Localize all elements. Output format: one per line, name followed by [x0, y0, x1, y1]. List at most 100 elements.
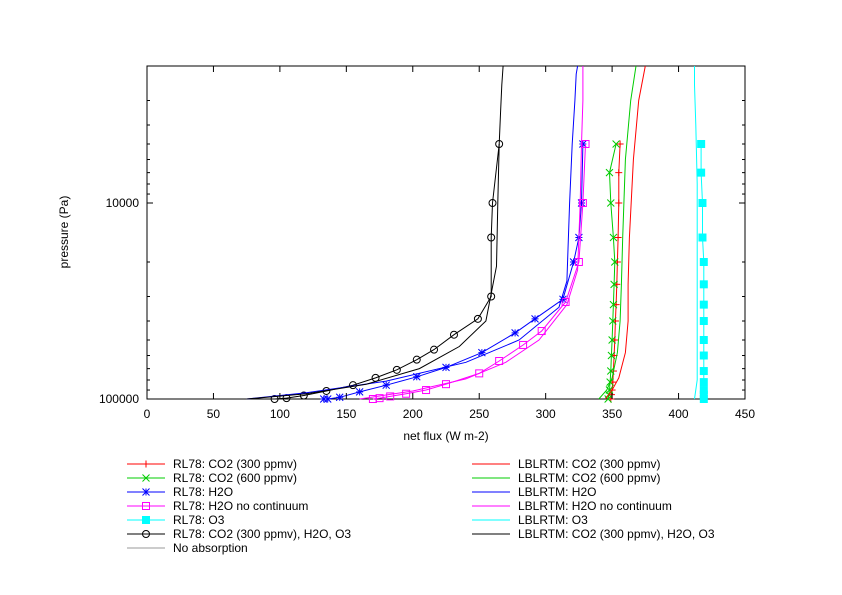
data-point [609, 233, 618, 242]
data-point [382, 381, 391, 390]
data-point [579, 140, 587, 148]
data-point [323, 395, 332, 403]
series-11 [246, 65, 506, 400]
legend-entry: RL78: H2O no continuum [127, 499, 308, 513]
x-tick-label: 50 [207, 407, 221, 421]
series-line [323, 143, 584, 400]
data-point [531, 314, 539, 323]
series-line [246, 65, 579, 400]
data-point [610, 280, 618, 289]
plot-series [246, 65, 708, 403]
legend-label: LBLRTM: H2O no continuum [518, 499, 672, 513]
data-point [605, 386, 614, 394]
data-point [478, 348, 486, 357]
legend-label: LBLRTM: CO2 (300 ppmv) [518, 457, 661, 471]
data-point [699, 351, 708, 360]
legend-entry: LBLRTM: CO2 (300 ppmv) [472, 457, 661, 471]
data-point [375, 394, 384, 403]
legend-entry: RL78: O3 [127, 513, 225, 527]
data-point [392, 365, 401, 374]
series-9 [359, 66, 584, 400]
legend-marker [142, 516, 150, 524]
legend-label: RL78: CO2 (300 ppmv), H2O, O3 [173, 527, 351, 541]
data-point [519, 340, 528, 349]
series-line [359, 66, 584, 400]
series-2 [319, 140, 587, 403]
x-tick-label: 400 [669, 407, 689, 421]
x-tick-label: 250 [469, 407, 489, 421]
legend-entry: LBLRTM: CO2 (300 ppmv), H2O, O3 [472, 527, 715, 541]
data-point [699, 258, 708, 267]
data-point [569, 258, 578, 266]
legend-label: RL78: CO2 (600 ppmv) [173, 471, 297, 485]
series-line [605, 65, 646, 400]
legend: RL78: CO2 (300 ppmv)RL78: CO2 (600 ppmv)… [127, 457, 715, 555]
data-point [487, 233, 496, 242]
data-point [608, 336, 616, 344]
legend-entry: LBLRTM: H2O [472, 485, 596, 499]
data-point [607, 351, 616, 360]
data-point [699, 300, 708, 309]
data-point [473, 314, 482, 323]
data-point [608, 317, 617, 325]
data-point [699, 280, 708, 289]
data-point [610, 258, 619, 266]
legend-label: RL78: H2O [173, 485, 233, 499]
x-axis: 0 50 100 150 200 250 300 350 400 450 [144, 66, 755, 421]
series-line [598, 65, 637, 400]
y-tick-label: 100000 [99, 392, 139, 406]
data-point [699, 378, 708, 387]
plot-frame [146, 65, 746, 400]
data-point [449, 330, 458, 339]
legend-marker [142, 530, 150, 538]
series-line [372, 143, 586, 400]
legend-label: No absorption [173, 541, 248, 555]
data-point [402, 389, 411, 398]
data-point [697, 168, 706, 177]
legend-entry: LBLRTM: CO2 (600 ppmv) [472, 471, 661, 485]
data-point [412, 355, 421, 364]
x-tick-label: 100 [270, 407, 290, 421]
legend-marker [142, 474, 150, 482]
legend-label: LBLRTM: CO2 (300 ppmv), H2O, O3 [518, 527, 715, 541]
data-point [697, 139, 706, 148]
data-point [537, 327, 546, 336]
data-point [581, 139, 590, 148]
data-point [605, 168, 614, 177]
x-tick-label: 0 [144, 407, 151, 421]
data-point [606, 367, 615, 375]
data-point [386, 392, 395, 401]
series-line [246, 65, 506, 400]
x-axis-label: net flux (W m-2) [403, 429, 488, 443]
x-tick-label: 350 [602, 407, 622, 421]
data-point [699, 317, 708, 326]
x-tick-label: 200 [403, 407, 423, 421]
data-point [699, 386, 708, 395]
x-tick-label: 450 [735, 407, 755, 421]
data-point [355, 388, 364, 396]
data-point [475, 369, 484, 378]
data-point [412, 372, 421, 381]
legend-entry: LBLRTM: H2O no continuum [472, 499, 672, 513]
legend-label: LBLRTM: CO2 (600 ppmv) [518, 471, 661, 485]
data-point [335, 393, 344, 402]
data-point [488, 198, 497, 207]
x-tick-label: 150 [336, 407, 356, 421]
data-point [422, 386, 431, 395]
x-tick-label: 300 [536, 407, 556, 421]
legend-label: RL78: CO2 (300 ppmv) [173, 457, 297, 471]
data-point [698, 233, 707, 242]
legend-marker [142, 488, 150, 496]
data-point [606, 199, 615, 207]
legend-label: LBLRTM: O3 [518, 513, 588, 527]
series-7 [598, 65, 637, 400]
legend-marker [142, 502, 150, 510]
data-point [270, 395, 279, 403]
series-6 [605, 65, 646, 400]
legend-entry: RL78: H2O [127, 485, 233, 499]
data-point [609, 300, 618, 309]
data-point [495, 357, 504, 366]
data-point [574, 258, 583, 267]
legend-label: LBLRTM: H2O [518, 485, 596, 499]
data-point [299, 391, 308, 400]
